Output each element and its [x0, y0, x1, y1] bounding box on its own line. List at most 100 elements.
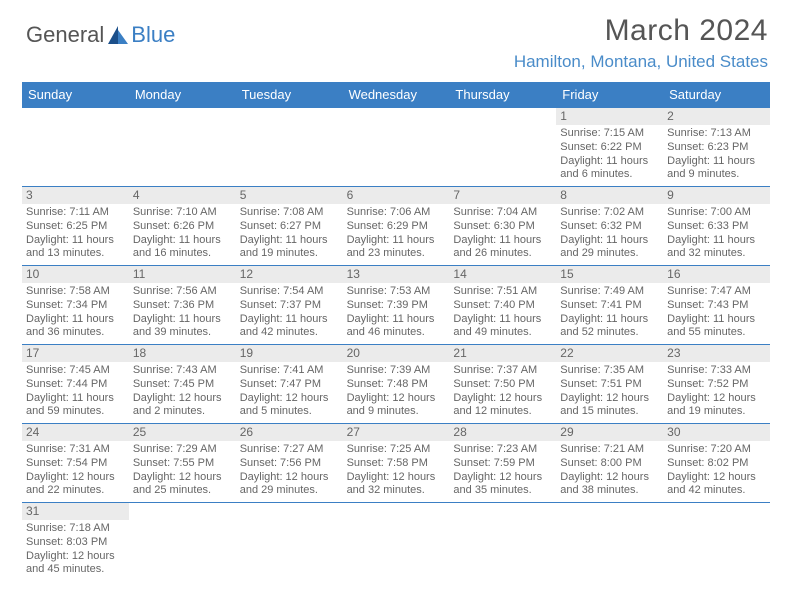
sunrise-text: Sunrise: 7:02 AM [560, 206, 659, 220]
day-number: 10 [22, 266, 129, 283]
sunset-text: Sunset: 7:52 PM [667, 378, 766, 392]
daylight-text: and 45 minutes. [26, 563, 125, 577]
sunset-text: Sunset: 7:47 PM [240, 378, 339, 392]
calendar-cell: 15Sunrise: 7:49 AMSunset: 7:41 PMDayligh… [556, 266, 663, 344]
calendar-cell: 29Sunrise: 7:21 AMSunset: 8:00 PMDayligh… [556, 424, 663, 502]
daylight-text: and 39 minutes. [133, 326, 232, 340]
calendar-cell: 17Sunrise: 7:45 AMSunset: 7:44 PMDayligh… [22, 345, 129, 423]
sunset-text: Sunset: 6:32 PM [560, 220, 659, 234]
daylight-text: Daylight: 12 hours [560, 471, 659, 485]
calendar-cell: 21Sunrise: 7:37 AMSunset: 7:50 PMDayligh… [449, 345, 556, 423]
calendar-cell: 22Sunrise: 7:35 AMSunset: 7:51 PMDayligh… [556, 345, 663, 423]
sunrise-text: Sunrise: 7:15 AM [560, 127, 659, 141]
sunset-text: Sunset: 6:26 PM [133, 220, 232, 234]
sunrise-text: Sunrise: 7:23 AM [453, 443, 552, 457]
calendar-cell: 4Sunrise: 7:10 AMSunset: 6:26 PMDaylight… [129, 187, 236, 265]
day-number: 9 [663, 187, 770, 204]
daylight-text: Daylight: 11 hours [240, 313, 339, 327]
calendar-cell: 28Sunrise: 7:23 AMSunset: 7:59 PMDayligh… [449, 424, 556, 502]
day-number: 21 [449, 345, 556, 362]
day-number: 22 [556, 345, 663, 362]
week-row: 1Sunrise: 7:15 AMSunset: 6:22 PMDaylight… [22, 108, 770, 187]
daylight-text: Daylight: 12 hours [347, 392, 446, 406]
sunrise-text: Sunrise: 7:11 AM [26, 206, 125, 220]
daylight-text: Daylight: 11 hours [453, 313, 552, 327]
day-number: 3 [22, 187, 129, 204]
daylight-text: Daylight: 12 hours [240, 392, 339, 406]
sunset-text: Sunset: 6:30 PM [453, 220, 552, 234]
day-number: 25 [129, 424, 236, 441]
daylight-text: Daylight: 12 hours [26, 550, 125, 564]
daylight-text: and 19 minutes. [240, 247, 339, 261]
calendar-cell: 20Sunrise: 7:39 AMSunset: 7:48 PMDayligh… [343, 345, 450, 423]
sunrise-text: Sunrise: 7:53 AM [347, 285, 446, 299]
sunrise-text: Sunrise: 7:25 AM [347, 443, 446, 457]
sunset-text: Sunset: 7:48 PM [347, 378, 446, 392]
calendar-cell: 25Sunrise: 7:29 AMSunset: 7:55 PMDayligh… [129, 424, 236, 502]
calendar-cell-empty [343, 108, 450, 186]
calendar-cell: 26Sunrise: 7:27 AMSunset: 7:56 PMDayligh… [236, 424, 343, 502]
week-row: 31Sunrise: 7:18 AMSunset: 8:03 PMDayligh… [22, 503, 770, 581]
sunset-text: Sunset: 7:40 PM [453, 299, 552, 313]
daylight-text: and 25 minutes. [133, 484, 232, 498]
calendar-cell: 23Sunrise: 7:33 AMSunset: 7:52 PMDayligh… [663, 345, 770, 423]
daylight-text: Daylight: 12 hours [347, 471, 446, 485]
day-number: 2 [663, 108, 770, 125]
week-row: 3Sunrise: 7:11 AMSunset: 6:25 PMDaylight… [22, 187, 770, 266]
calendar-cell: 5Sunrise: 7:08 AMSunset: 6:27 PMDaylight… [236, 187, 343, 265]
sunrise-text: Sunrise: 7:33 AM [667, 364, 766, 378]
daylight-text: and 38 minutes. [560, 484, 659, 498]
sunrise-text: Sunrise: 7:47 AM [667, 285, 766, 299]
sunset-text: Sunset: 7:36 PM [133, 299, 232, 313]
sunrise-text: Sunrise: 7:27 AM [240, 443, 339, 457]
sunset-text: Sunset: 7:50 PM [453, 378, 552, 392]
daylight-text: and 32 minutes. [667, 247, 766, 261]
sunrise-text: Sunrise: 7:29 AM [133, 443, 232, 457]
sunrise-text: Sunrise: 7:35 AM [560, 364, 659, 378]
sunset-text: Sunset: 6:27 PM [240, 220, 339, 234]
day-number: 24 [22, 424, 129, 441]
sunrise-text: Sunrise: 7:20 AM [667, 443, 766, 457]
day-number: 4 [129, 187, 236, 204]
calendar: SundayMondayTuesdayWednesdayThursdayFrid… [22, 82, 770, 581]
daylight-text: and 29 minutes. [560, 247, 659, 261]
sunrise-text: Sunrise: 7:45 AM [26, 364, 125, 378]
sunset-text: Sunset: 7:54 PM [26, 457, 125, 471]
calendar-cell-empty [129, 503, 236, 581]
daylight-text: Daylight: 11 hours [667, 234, 766, 248]
daylight-text: Daylight: 11 hours [26, 313, 125, 327]
sunset-text: Sunset: 6:23 PM [667, 141, 766, 155]
calendar-cell: 19Sunrise: 7:41 AMSunset: 7:47 PMDayligh… [236, 345, 343, 423]
calendar-cell-empty [129, 108, 236, 186]
week-row: 10Sunrise: 7:58 AMSunset: 7:34 PMDayligh… [22, 266, 770, 345]
calendar-cell-empty [663, 503, 770, 581]
calendar-cell: 9Sunrise: 7:00 AMSunset: 6:33 PMDaylight… [663, 187, 770, 265]
sunset-text: Sunset: 6:22 PM [560, 141, 659, 155]
day-number: 26 [236, 424, 343, 441]
calendar-cell-empty [236, 503, 343, 581]
daylight-text: and 46 minutes. [347, 326, 446, 340]
sunrise-text: Sunrise: 7:13 AM [667, 127, 766, 141]
daylight-text: Daylight: 11 hours [667, 313, 766, 327]
calendar-cell: 31Sunrise: 7:18 AMSunset: 8:03 PMDayligh… [22, 503, 129, 581]
sunrise-text: Sunrise: 7:41 AM [240, 364, 339, 378]
calendar-cell-empty [343, 503, 450, 581]
calendar-cell-empty [449, 108, 556, 186]
daylight-text: Daylight: 12 hours [560, 392, 659, 406]
daylight-text: Daylight: 11 hours [133, 313, 232, 327]
sunrise-text: Sunrise: 7:21 AM [560, 443, 659, 457]
daylight-text: and 59 minutes. [26, 405, 125, 419]
day-number: 6 [343, 187, 450, 204]
daylight-text: and 16 minutes. [133, 247, 232, 261]
day-header: Wednesday [343, 82, 450, 108]
day-header: Sunday [22, 82, 129, 108]
calendar-cell: 10Sunrise: 7:58 AMSunset: 7:34 PMDayligh… [22, 266, 129, 344]
sail-icon [106, 24, 130, 46]
sunrise-text: Sunrise: 7:04 AM [453, 206, 552, 220]
daylight-text: and 9 minutes. [667, 168, 766, 182]
day-header: Monday [129, 82, 236, 108]
daylight-text: and 49 minutes. [453, 326, 552, 340]
sunset-text: Sunset: 7:58 PM [347, 457, 446, 471]
day-number: 14 [449, 266, 556, 283]
daylight-text: and 5 minutes. [240, 405, 339, 419]
